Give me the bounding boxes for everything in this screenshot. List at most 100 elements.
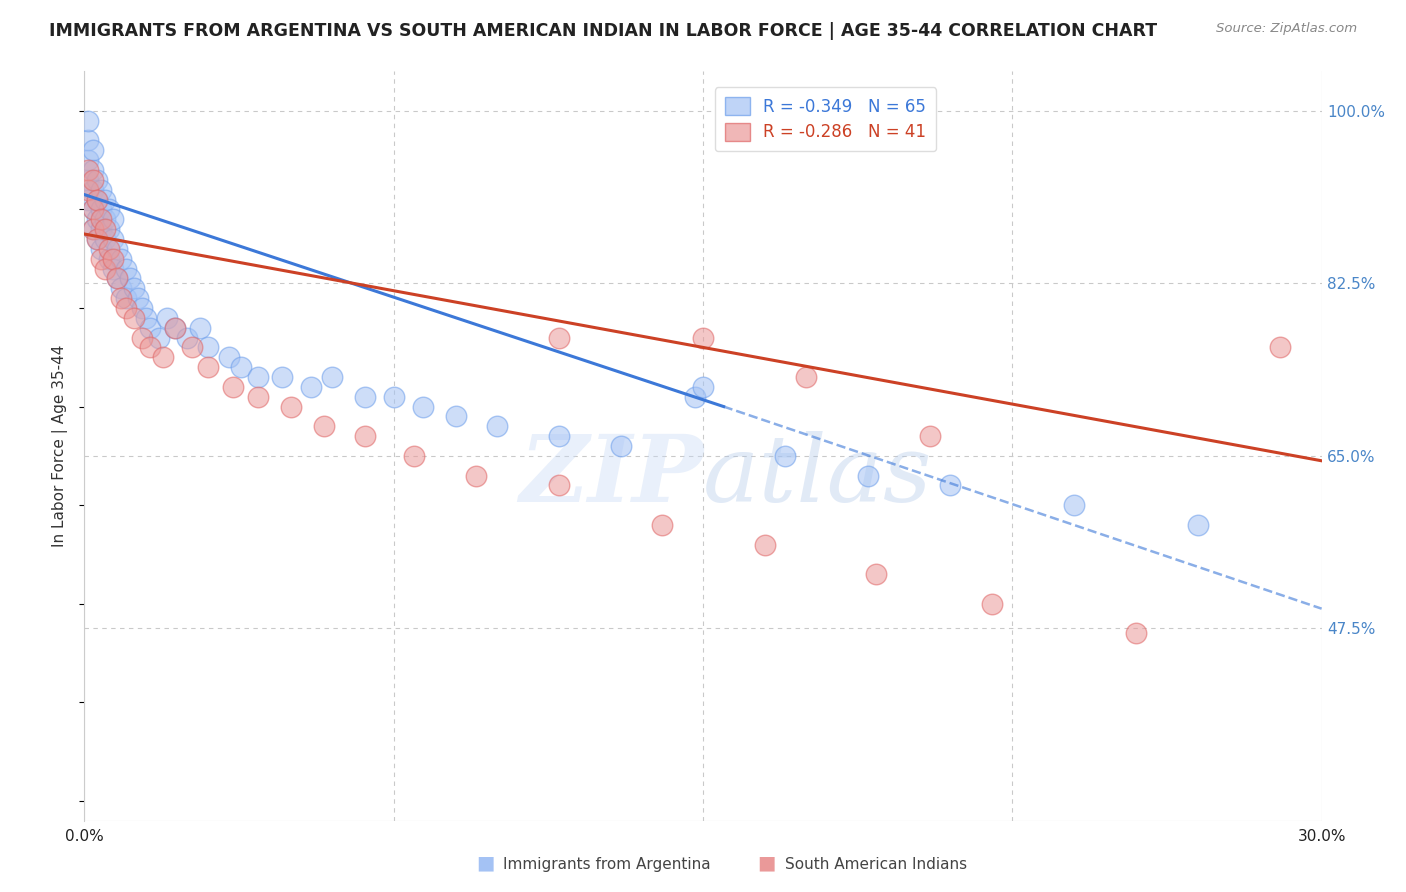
Point bbox=[246, 370, 269, 384]
Point bbox=[98, 202, 121, 217]
Point bbox=[222, 380, 245, 394]
Point bbox=[90, 222, 112, 236]
Point bbox=[98, 252, 121, 266]
Point bbox=[94, 212, 117, 227]
Point bbox=[90, 252, 112, 266]
Point bbox=[90, 242, 112, 256]
Point bbox=[939, 478, 962, 492]
Text: ■: ■ bbox=[475, 854, 495, 872]
Point bbox=[77, 133, 100, 147]
Point bbox=[98, 242, 121, 256]
Point bbox=[135, 310, 157, 325]
Point bbox=[98, 222, 121, 236]
Point bbox=[82, 143, 104, 157]
Point bbox=[156, 310, 179, 325]
Point bbox=[246, 390, 269, 404]
Point bbox=[77, 193, 100, 207]
Legend: R = -0.349   N = 65, R = -0.286   N = 41: R = -0.349 N = 65, R = -0.286 N = 41 bbox=[714, 87, 936, 151]
Point bbox=[110, 252, 132, 266]
Point bbox=[110, 291, 132, 305]
Point bbox=[444, 409, 467, 424]
Point bbox=[865, 567, 887, 582]
Point bbox=[86, 212, 108, 227]
Point bbox=[103, 232, 125, 246]
Point bbox=[94, 232, 117, 246]
Point bbox=[82, 222, 104, 236]
Point bbox=[103, 261, 125, 276]
Text: IMMIGRANTS FROM ARGENTINA VS SOUTH AMERICAN INDIAN IN LABOR FORCE | AGE 35-44 CO: IMMIGRANTS FROM ARGENTINA VS SOUTH AMERI… bbox=[49, 22, 1157, 40]
Point bbox=[547, 478, 569, 492]
Point bbox=[197, 360, 219, 375]
Point bbox=[165, 320, 187, 334]
Point bbox=[122, 310, 145, 325]
Point bbox=[165, 320, 187, 334]
Point bbox=[139, 340, 162, 354]
Point bbox=[86, 193, 108, 207]
Point bbox=[651, 517, 673, 532]
Point bbox=[82, 183, 104, 197]
Point bbox=[82, 202, 104, 217]
Text: South American Indians: South American Indians bbox=[785, 857, 967, 872]
Point bbox=[82, 222, 104, 236]
Point bbox=[94, 222, 117, 236]
Text: ZIP: ZIP bbox=[519, 431, 703, 521]
Point bbox=[312, 419, 335, 434]
Point bbox=[683, 390, 706, 404]
Point bbox=[86, 173, 108, 187]
Point bbox=[918, 429, 941, 443]
Point bbox=[114, 261, 136, 276]
Point bbox=[197, 340, 219, 354]
Y-axis label: In Labor Force | Age 35-44: In Labor Force | Age 35-44 bbox=[52, 345, 69, 547]
Point bbox=[176, 330, 198, 344]
Point bbox=[794, 370, 817, 384]
Point bbox=[271, 370, 294, 384]
Point bbox=[188, 320, 211, 334]
Point bbox=[1270, 340, 1292, 354]
Point bbox=[229, 360, 252, 375]
Point bbox=[103, 212, 125, 227]
Point bbox=[353, 390, 375, 404]
Point bbox=[94, 193, 117, 207]
Point bbox=[86, 232, 108, 246]
Point bbox=[118, 271, 141, 285]
Point bbox=[775, 449, 797, 463]
Point bbox=[90, 202, 112, 217]
Point bbox=[485, 419, 508, 434]
Point bbox=[465, 468, 488, 483]
Point bbox=[90, 212, 112, 227]
Point bbox=[321, 370, 343, 384]
Point bbox=[1187, 517, 1209, 532]
Point bbox=[110, 281, 132, 295]
Point bbox=[82, 173, 104, 187]
Point bbox=[547, 429, 569, 443]
Text: atlas: atlas bbox=[703, 431, 932, 521]
Point bbox=[609, 439, 631, 453]
Point bbox=[980, 597, 1002, 611]
Point bbox=[82, 163, 104, 178]
Point bbox=[404, 449, 426, 463]
Point bbox=[77, 183, 100, 197]
Text: Immigrants from Argentina: Immigrants from Argentina bbox=[503, 857, 711, 872]
Point bbox=[754, 538, 776, 552]
Point bbox=[131, 330, 153, 344]
Point bbox=[103, 252, 125, 266]
Point bbox=[218, 351, 240, 365]
Point bbox=[122, 281, 145, 295]
Point bbox=[1125, 626, 1147, 640]
Point bbox=[280, 400, 302, 414]
Point bbox=[353, 429, 375, 443]
Point bbox=[692, 330, 714, 344]
Point bbox=[105, 271, 128, 285]
Point bbox=[299, 380, 322, 394]
Point bbox=[77, 113, 100, 128]
Point bbox=[90, 183, 112, 197]
Point bbox=[86, 193, 108, 207]
Point bbox=[77, 163, 100, 178]
Point bbox=[152, 351, 174, 365]
Point bbox=[105, 271, 128, 285]
Point bbox=[692, 380, 714, 394]
Point bbox=[77, 173, 100, 187]
Text: Source: ZipAtlas.com: Source: ZipAtlas.com bbox=[1216, 22, 1357, 36]
Point bbox=[180, 340, 202, 354]
Point bbox=[856, 468, 879, 483]
